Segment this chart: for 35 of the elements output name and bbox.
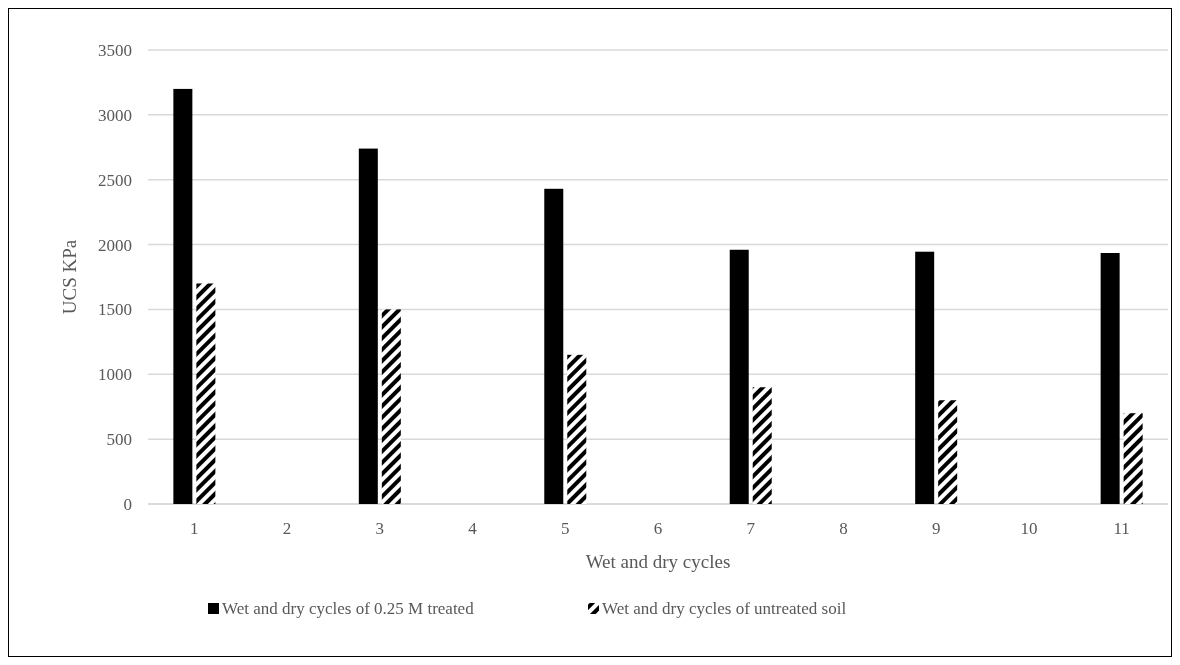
y-tick-label: 1000 xyxy=(98,365,132,385)
y-tick-label: 500 xyxy=(106,430,132,450)
x-tick-label: 6 xyxy=(653,519,663,538)
bar xyxy=(544,188,564,504)
x-tick-label: 4 xyxy=(468,519,478,538)
x-tick-label: 10 xyxy=(1020,519,1038,538)
legend-label: Wet and dry cycles of untreated soil xyxy=(602,599,847,618)
x-axis-title: Wet and dry cycles xyxy=(585,551,731,572)
y-tick-label: 3500 xyxy=(98,40,132,60)
y-tick-label: 2000 xyxy=(98,235,132,255)
bar xyxy=(196,283,216,504)
bar xyxy=(358,148,378,504)
x-tick-label: 9 xyxy=(931,519,941,538)
y-tick-label: 3000 xyxy=(98,105,132,125)
bar xyxy=(567,354,587,504)
x-tick-label: 7 xyxy=(746,519,756,538)
bar xyxy=(1100,253,1120,504)
legend-label: Wet and dry cycles of 0.25 M treated xyxy=(222,599,475,618)
x-tick-label: 8 xyxy=(839,519,848,538)
y-tick-label: 2500 xyxy=(98,170,132,190)
x-tick-label: 2 xyxy=(282,519,292,538)
x-tick-label: 3 xyxy=(375,519,385,538)
x-tick-label: 11 xyxy=(1113,519,1130,538)
bar xyxy=(381,309,401,504)
y-tick-label: 1500 xyxy=(98,300,132,320)
x-tick-label: 1 xyxy=(190,519,199,538)
bar xyxy=(1123,413,1143,504)
y-tick-label: 0 xyxy=(123,494,132,514)
bar xyxy=(729,249,749,504)
bar xyxy=(173,88,193,504)
y-axis-title: UCS KPa xyxy=(59,239,80,315)
bar xyxy=(752,387,772,504)
bar xyxy=(938,400,958,504)
bar xyxy=(915,251,935,504)
x-tick-label: 5 xyxy=(561,519,570,538)
